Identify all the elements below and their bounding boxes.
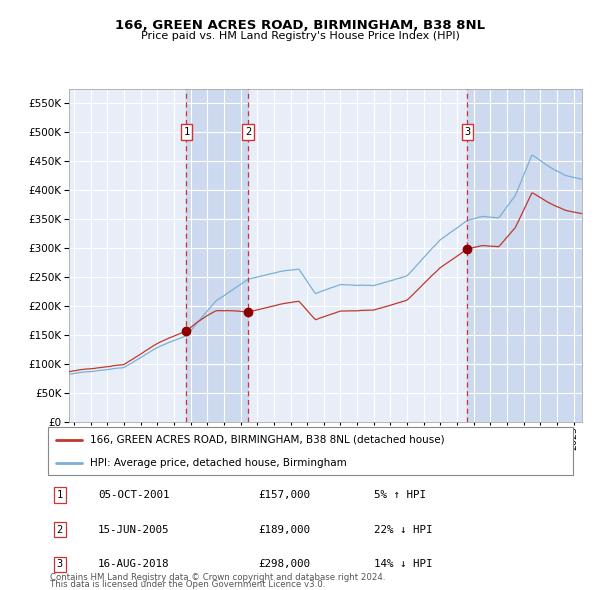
Text: 05-OCT-2001: 05-OCT-2001 xyxy=(98,490,169,500)
Text: 2: 2 xyxy=(56,525,62,535)
Text: £298,000: £298,000 xyxy=(258,559,310,569)
Text: 1: 1 xyxy=(56,490,62,500)
Text: Price paid vs. HM Land Registry's House Price Index (HPI): Price paid vs. HM Land Registry's House … xyxy=(140,31,460,41)
Text: 5% ↑ HPI: 5% ↑ HPI xyxy=(373,490,425,500)
Text: 3: 3 xyxy=(464,127,470,137)
Text: 16-AUG-2018: 16-AUG-2018 xyxy=(98,559,169,569)
Text: 3: 3 xyxy=(56,559,62,569)
Text: 22% ↓ HPI: 22% ↓ HPI xyxy=(373,525,432,535)
Text: 166, GREEN ACRES ROAD, BIRMINGHAM, B38 8NL: 166, GREEN ACRES ROAD, BIRMINGHAM, B38 8… xyxy=(115,19,485,32)
FancyBboxPatch shape xyxy=(48,427,573,475)
Text: 1: 1 xyxy=(183,127,190,137)
Text: Contains HM Land Registry data © Crown copyright and database right 2024.: Contains HM Land Registry data © Crown c… xyxy=(50,573,385,582)
Text: This data is licensed under the Open Government Licence v3.0.: This data is licensed under the Open Gov… xyxy=(50,581,325,589)
Text: 15-JUN-2005: 15-JUN-2005 xyxy=(98,525,169,535)
Text: 166, GREEN ACRES ROAD, BIRMINGHAM, B38 8NL (detached house): 166, GREEN ACRES ROAD, BIRMINGHAM, B38 8… xyxy=(90,435,445,445)
Text: 14% ↓ HPI: 14% ↓ HPI xyxy=(373,559,432,569)
Text: £189,000: £189,000 xyxy=(258,525,310,535)
Bar xyxy=(467,88,582,422)
Text: 2: 2 xyxy=(245,127,251,137)
Text: £157,000: £157,000 xyxy=(258,490,310,500)
Bar xyxy=(187,88,248,422)
Text: HPI: Average price, detached house, Birmingham: HPI: Average price, detached house, Birm… xyxy=(90,458,347,468)
